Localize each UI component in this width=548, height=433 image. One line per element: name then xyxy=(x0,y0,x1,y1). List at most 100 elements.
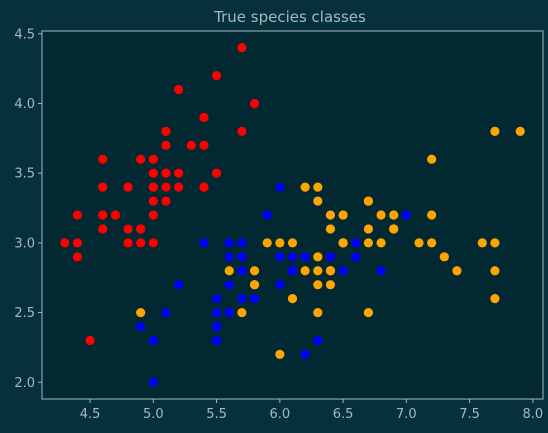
data-point xyxy=(199,140,209,150)
data-point xyxy=(325,210,336,220)
data-point xyxy=(148,335,158,346)
y-tick-label: 3.0 xyxy=(14,236,35,251)
x-tick-label: 7.0 xyxy=(396,407,417,422)
data-point xyxy=(148,168,158,178)
data-point xyxy=(224,238,234,248)
data-point xyxy=(211,321,222,332)
data-point xyxy=(249,98,260,109)
data-point xyxy=(148,210,158,220)
plot-frame xyxy=(41,30,544,400)
data-point xyxy=(275,252,285,262)
plot-area xyxy=(42,31,543,399)
chart-title: True species classes xyxy=(213,8,366,26)
data-point xyxy=(313,307,323,318)
data-point xyxy=(123,224,133,234)
data-point xyxy=(313,252,323,262)
data-point xyxy=(313,335,323,346)
x-tick-label: 5.5 xyxy=(206,407,227,422)
data-point xyxy=(161,182,171,192)
data-point xyxy=(98,210,108,220)
data-point xyxy=(174,168,184,178)
data-point xyxy=(389,224,399,234)
data-point xyxy=(148,182,158,192)
data-point xyxy=(174,280,184,290)
data-point xyxy=(262,238,272,248)
data-point xyxy=(211,71,222,81)
data-point xyxy=(300,349,310,359)
data-points xyxy=(60,43,525,387)
data-point xyxy=(237,252,247,262)
data-point xyxy=(300,266,310,276)
data-point xyxy=(338,266,348,276)
data-point xyxy=(98,154,108,164)
data-point xyxy=(427,154,437,164)
data-point xyxy=(224,307,234,318)
data-point xyxy=(262,210,272,220)
data-point xyxy=(300,252,310,262)
data-point xyxy=(452,266,462,276)
data-point xyxy=(174,84,184,95)
data-point xyxy=(199,182,209,192)
data-point xyxy=(136,321,146,332)
data-point xyxy=(351,252,361,262)
data-point xyxy=(161,126,171,136)
data-point xyxy=(338,238,348,248)
data-point xyxy=(224,280,234,290)
data-point xyxy=(136,307,146,318)
data-point xyxy=(136,224,146,234)
data-point xyxy=(123,182,133,192)
data-point xyxy=(249,280,260,290)
data-point xyxy=(325,266,336,276)
data-point xyxy=(148,196,158,206)
data-point xyxy=(161,168,171,178)
data-point xyxy=(300,182,310,192)
data-point xyxy=(325,252,336,262)
data-point xyxy=(211,168,222,178)
data-point xyxy=(313,182,323,192)
data-point xyxy=(490,238,500,248)
data-point xyxy=(249,294,260,304)
data-point xyxy=(237,126,247,136)
data-point xyxy=(161,196,171,206)
data-point xyxy=(211,294,222,304)
data-point xyxy=(325,280,336,290)
data-point xyxy=(110,210,120,220)
y-tick-label: 4.0 xyxy=(14,97,35,112)
data-point xyxy=(363,196,374,206)
x-axis: 4.5 5.0 5.5 6.0 6.5 7.0 7.5 8.0 xyxy=(80,399,543,422)
data-point xyxy=(237,294,247,304)
data-point xyxy=(199,112,209,123)
data-point xyxy=(72,238,83,248)
data-point xyxy=(287,266,298,276)
data-point xyxy=(515,126,525,136)
data-point xyxy=(325,224,336,234)
data-point xyxy=(287,294,298,304)
data-point xyxy=(338,210,348,220)
data-point xyxy=(313,280,323,290)
x-tick-label: 4.5 xyxy=(80,407,101,422)
data-point xyxy=(85,335,95,346)
data-point xyxy=(72,210,83,220)
x-tick-label: 6.5 xyxy=(333,407,354,422)
data-point xyxy=(477,238,487,248)
data-point xyxy=(224,266,234,276)
data-point xyxy=(313,196,323,206)
data-point xyxy=(148,377,158,387)
data-point xyxy=(148,238,158,248)
data-point xyxy=(72,252,83,262)
x-tick-label: 6.0 xyxy=(270,407,291,422)
data-point xyxy=(363,238,374,248)
data-point xyxy=(148,154,158,164)
x-tick-label: 5.0 xyxy=(143,407,164,422)
data-point xyxy=(275,182,285,192)
data-point xyxy=(275,238,285,248)
data-point xyxy=(363,307,374,318)
data-point xyxy=(136,238,146,248)
data-point xyxy=(98,182,108,192)
y-axis: 2.0 2.5 3.0 3.5 4.0 4.5 xyxy=(14,27,42,391)
data-point xyxy=(161,140,171,150)
y-tick-label: 2.0 xyxy=(14,376,35,391)
data-point xyxy=(389,210,399,220)
x-tick-label: 8.0 xyxy=(523,407,544,422)
